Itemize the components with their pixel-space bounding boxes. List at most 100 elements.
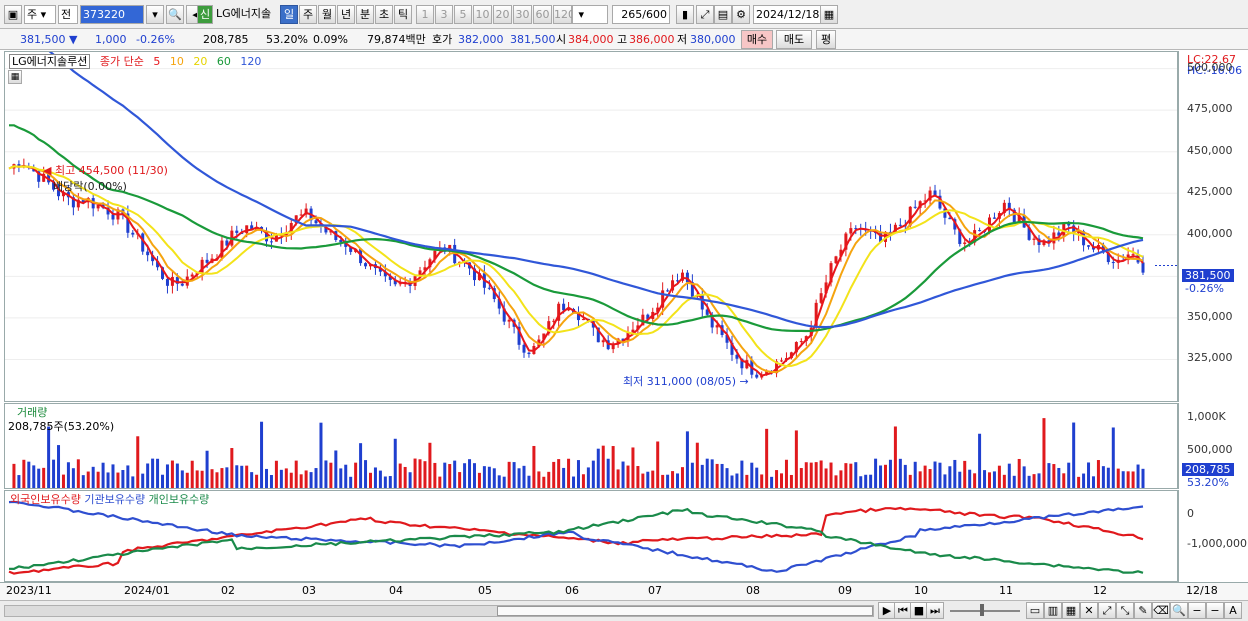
volume-bar bbox=[210, 469, 214, 488]
volume-bar bbox=[770, 476, 774, 488]
candle-body bbox=[165, 278, 169, 286]
grid-icon[interactable]: ▦ bbox=[1062, 602, 1080, 619]
period-1-button[interactable]: 주 bbox=[299, 5, 317, 24]
interval-20-button[interactable]: 20 bbox=[493, 5, 512, 24]
jump-start-icon[interactable]: ⏮ bbox=[894, 602, 912, 619]
volume-bar bbox=[334, 450, 338, 488]
volume-bar bbox=[552, 461, 556, 488]
market-select[interactable]: 전 bbox=[58, 5, 78, 24]
interval-10-button[interactable]: 10 bbox=[473, 5, 492, 24]
x-label-13: 12/18 bbox=[1186, 584, 1218, 597]
jump-end-icon[interactable]: ⏭ bbox=[926, 602, 944, 619]
period-5-button[interactable]: 초 bbox=[375, 5, 393, 24]
candle-body bbox=[685, 272, 689, 283]
period-3-button[interactable]: 년 bbox=[337, 5, 355, 24]
volume-bar bbox=[809, 462, 813, 488]
interval-1-button[interactable]: 1 bbox=[416, 5, 434, 24]
volume-bar bbox=[1111, 427, 1115, 488]
volume-bar bbox=[22, 459, 26, 488]
eraser-icon[interactable]: ⌫ bbox=[1152, 602, 1170, 619]
interval-120-button[interactable]: 120 bbox=[553, 5, 575, 24]
high-annotation: ◀ 최고 454,500 (11/30) bbox=[43, 164, 168, 177]
period-4-button[interactable]: 분 bbox=[356, 5, 374, 24]
volume-bar bbox=[17, 475, 21, 488]
x-label-4: 04 bbox=[389, 584, 403, 597]
count-field[interactable]: 265/600 bbox=[612, 5, 670, 24]
cursor-icon[interactable]: ⤢ bbox=[1098, 602, 1116, 619]
gear-icon[interactable]: ⚙ bbox=[732, 5, 750, 24]
text-icon[interactable]: A bbox=[1224, 602, 1242, 619]
stock-code-input[interactable]: 373220 bbox=[80, 5, 144, 24]
candle-body bbox=[705, 309, 709, 315]
draw-icon[interactable]: ✎ bbox=[1134, 602, 1152, 619]
ma-60-line bbox=[9, 124, 1144, 333]
save-icon[interactable]: ▤ bbox=[714, 5, 732, 24]
interval-5-button[interactable]: 5 bbox=[454, 5, 472, 24]
quote-vol-ratio: 53.20% bbox=[266, 33, 308, 46]
font-size-icon[interactable]: − bbox=[1206, 602, 1224, 619]
period-6-button[interactable]: 틱 bbox=[394, 5, 412, 24]
layout-icon[interactable]: ▭ bbox=[1026, 602, 1044, 619]
zoom-in-icon[interactable]: 🔍 bbox=[1170, 602, 1188, 619]
candle-body bbox=[507, 319, 511, 322]
drawing-tool-icon[interactable]: ⤢ bbox=[696, 5, 714, 24]
legend-stock-name[interactable]: LG에너지솔루션 bbox=[9, 54, 91, 69]
volume-bar bbox=[997, 465, 1001, 488]
holdings-panel[interactable] bbox=[4, 490, 1178, 582]
candle-body bbox=[418, 270, 422, 277]
compare-icon[interactable]: ▥ bbox=[1044, 602, 1062, 619]
volume-bar bbox=[913, 461, 917, 488]
zoom-out-icon[interactable]: − bbox=[1188, 602, 1206, 619]
candle-body bbox=[477, 273, 481, 281]
price-chart[interactable] bbox=[5, 27, 1177, 401]
interval-30-button[interactable]: 30 bbox=[513, 5, 532, 24]
candle-type-icon[interactable]: ▮ bbox=[676, 5, 694, 24]
scrollbar-track[interactable] bbox=[4, 605, 874, 617]
volume-panel[interactable] bbox=[4, 403, 1178, 489]
quote-change-pct: -0.26% bbox=[136, 33, 175, 46]
quote-volume: 208,785 bbox=[203, 33, 249, 46]
legend-foreign: 외국인보유수량 bbox=[10, 493, 81, 506]
interval-custom-select[interactable]: ▾ bbox=[572, 5, 608, 24]
volume-bar bbox=[522, 465, 526, 488]
candle-body bbox=[552, 320, 556, 322]
zoom-slider-handle[interactable] bbox=[980, 604, 984, 616]
holdings-chart[interactable] bbox=[5, 491, 1177, 581]
volume-bar bbox=[220, 468, 224, 488]
volume-bar bbox=[408, 472, 412, 488]
volume-bar bbox=[512, 462, 516, 488]
search-icon[interactable]: 🔍 bbox=[166, 5, 184, 24]
calendar-icon[interactable]: ▦ bbox=[820, 5, 838, 24]
candle-body bbox=[963, 242, 967, 244]
quote-low-label: 저 bbox=[677, 33, 688, 46]
volume-bar bbox=[1096, 460, 1100, 488]
volume-bar bbox=[438, 476, 442, 488]
interval-3-button[interactable]: 3 bbox=[435, 5, 453, 24]
candle-body bbox=[978, 230, 982, 232]
grid-toggle-icon[interactable]: ▦ bbox=[8, 70, 22, 84]
period-type-select[interactable]: 주 ▾ bbox=[24, 5, 56, 24]
eval-button[interactable]: 평 bbox=[816, 30, 836, 49]
interval-60-button[interactable]: 60 bbox=[533, 5, 552, 24]
quote-bid: 381,500 bbox=[510, 33, 556, 46]
zoom-slider[interactable] bbox=[950, 610, 1020, 612]
candle-body bbox=[472, 268, 476, 281]
date-field[interactable]: 2024/12/18 bbox=[753, 5, 823, 24]
code-dropdown-icon[interactable]: ▾ bbox=[146, 5, 164, 24]
scrollbar-thumb[interactable] bbox=[497, 606, 873, 616]
candle-body bbox=[1106, 252, 1110, 263]
window-menu-icon[interactable]: ▣ bbox=[4, 5, 22, 24]
buy-button[interactable]: 매수 bbox=[741, 30, 773, 49]
trend-icon[interactable]: ⤡ bbox=[1116, 602, 1134, 619]
period-0-button[interactable]: 일 bbox=[280, 5, 298, 24]
candle-body bbox=[576, 312, 580, 321]
candle-body bbox=[388, 276, 392, 280]
candle-body bbox=[299, 214, 303, 216]
period-2-button[interactable]: 월 bbox=[318, 5, 336, 24]
crosshair-icon[interactable]: ✕ bbox=[1080, 602, 1098, 619]
price-panel[interactable] bbox=[4, 27, 1178, 402]
volume-chart[interactable] bbox=[5, 404, 1177, 488]
sell-button[interactable]: 매도 bbox=[776, 30, 812, 49]
volume-bar bbox=[745, 474, 749, 488]
candle-body bbox=[433, 250, 437, 260]
